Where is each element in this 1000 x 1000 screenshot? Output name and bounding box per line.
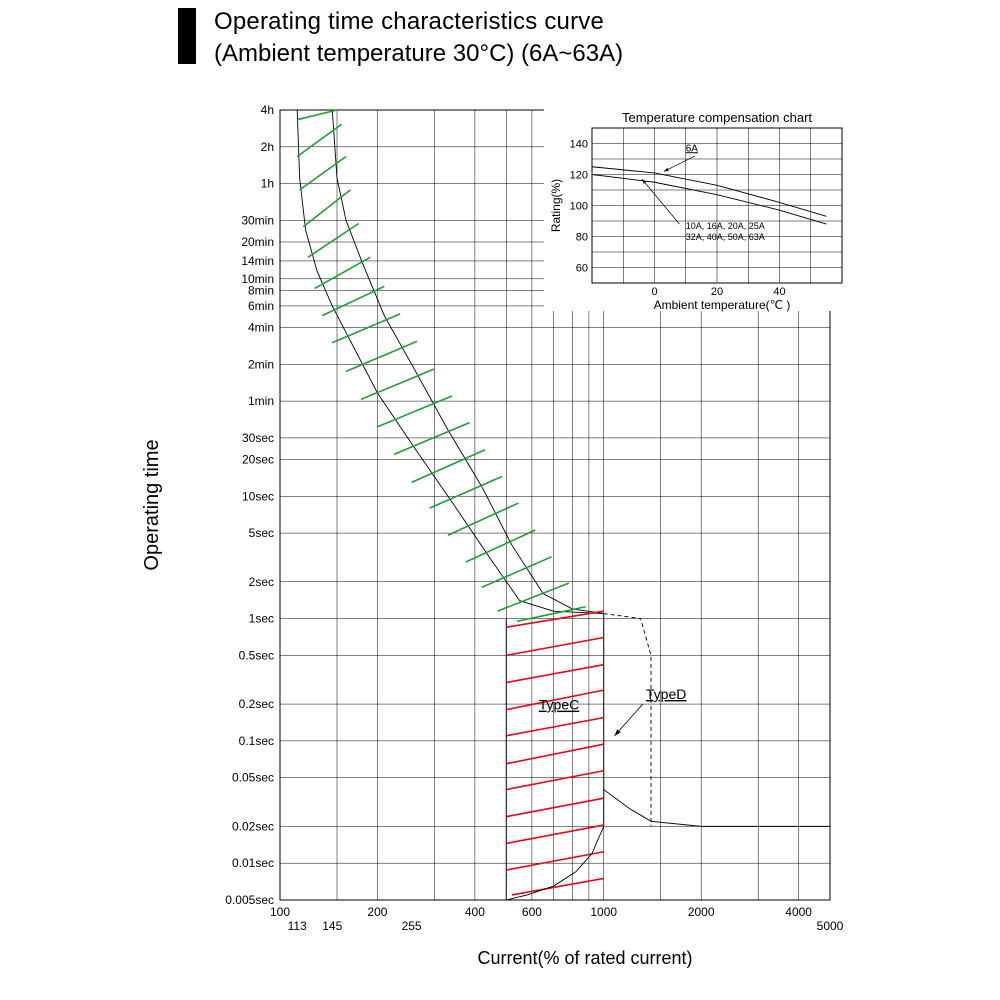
- svg-text:145: 145: [322, 919, 342, 933]
- svg-text:20min: 20min: [241, 235, 274, 249]
- svg-text:120: 120: [570, 170, 588, 182]
- svg-text:0.01sec: 0.01sec: [232, 856, 274, 870]
- svg-text:0.02sec: 0.02sec: [232, 819, 274, 833]
- svg-text:10A, 16A, 20A, 25A: 10A, 16A, 20A, 25A: [686, 221, 765, 231]
- svg-text:0.1sec: 0.1sec: [239, 734, 274, 748]
- svg-text:2sec: 2sec: [249, 575, 274, 589]
- svg-text:2min: 2min: [248, 357, 274, 371]
- svg-text:20: 20: [711, 286, 723, 298]
- svg-text:4min: 4min: [248, 320, 274, 334]
- svg-text:5000: 5000: [817, 919, 844, 933]
- svg-text:6min: 6min: [248, 299, 274, 313]
- svg-text:0.005sec: 0.005sec: [225, 893, 274, 907]
- svg-text:0.2sec: 0.2sec: [239, 697, 274, 711]
- svg-text:10sec: 10sec: [242, 489, 274, 503]
- svg-text:8min: 8min: [248, 284, 274, 298]
- svg-text:4000: 4000: [785, 905, 812, 919]
- svg-text:0.05sec: 0.05sec: [232, 771, 274, 785]
- svg-text:1h: 1h: [261, 177, 274, 191]
- svg-text:2000: 2000: [688, 905, 715, 919]
- svg-text:Current(% of rated current): Current(% of rated current): [477, 948, 692, 968]
- svg-text:100: 100: [570, 201, 588, 213]
- svg-text:20sec: 20sec: [242, 452, 274, 466]
- svg-text:60: 60: [576, 263, 588, 275]
- svg-text:6A: 6A: [686, 143, 699, 154]
- svg-text:5sec: 5sec: [249, 526, 274, 540]
- svg-text:113: 113: [288, 919, 307, 933]
- svg-text:30sec: 30sec: [242, 431, 274, 445]
- svg-text:2h: 2h: [261, 140, 274, 154]
- svg-text:Temperature compensation chart: Temperature compensation chart: [622, 110, 812, 125]
- svg-text:600: 600: [522, 905, 542, 919]
- chart-svg: 4h2h1h30min20min14min10min8min6min4min2m…: [0, 0, 1000, 1000]
- svg-text:0: 0: [651, 286, 657, 298]
- svg-text:4h: 4h: [261, 103, 274, 117]
- svg-text:0.5sec: 0.5sec: [239, 648, 274, 662]
- svg-text:1min: 1min: [248, 394, 274, 408]
- svg-text:32A, 40A, 50A, 63A: 32A, 40A, 50A, 63A: [686, 232, 765, 242]
- svg-text:Ambient temperature(℃ ): Ambient temperature(℃ ): [654, 298, 791, 312]
- svg-text:400: 400: [465, 905, 485, 919]
- svg-text:1000: 1000: [590, 905, 617, 919]
- svg-text:200: 200: [367, 905, 387, 919]
- svg-text:TypeC: TypeC: [539, 697, 579, 713]
- svg-text:100: 100: [270, 905, 290, 919]
- svg-text:140: 140: [570, 139, 588, 151]
- svg-text:14min: 14min: [241, 254, 274, 268]
- svg-text:40: 40: [773, 286, 785, 298]
- svg-text:1sec: 1sec: [249, 612, 274, 626]
- svg-text:255: 255: [402, 919, 422, 933]
- svg-text:30min: 30min: [241, 213, 274, 227]
- svg-text:TypeD: TypeD: [646, 686, 686, 702]
- svg-text:Operating time: Operating time: [141, 439, 163, 570]
- svg-text:80: 80: [576, 232, 588, 244]
- svg-text:Rating(%): Rating(%): [549, 179, 563, 232]
